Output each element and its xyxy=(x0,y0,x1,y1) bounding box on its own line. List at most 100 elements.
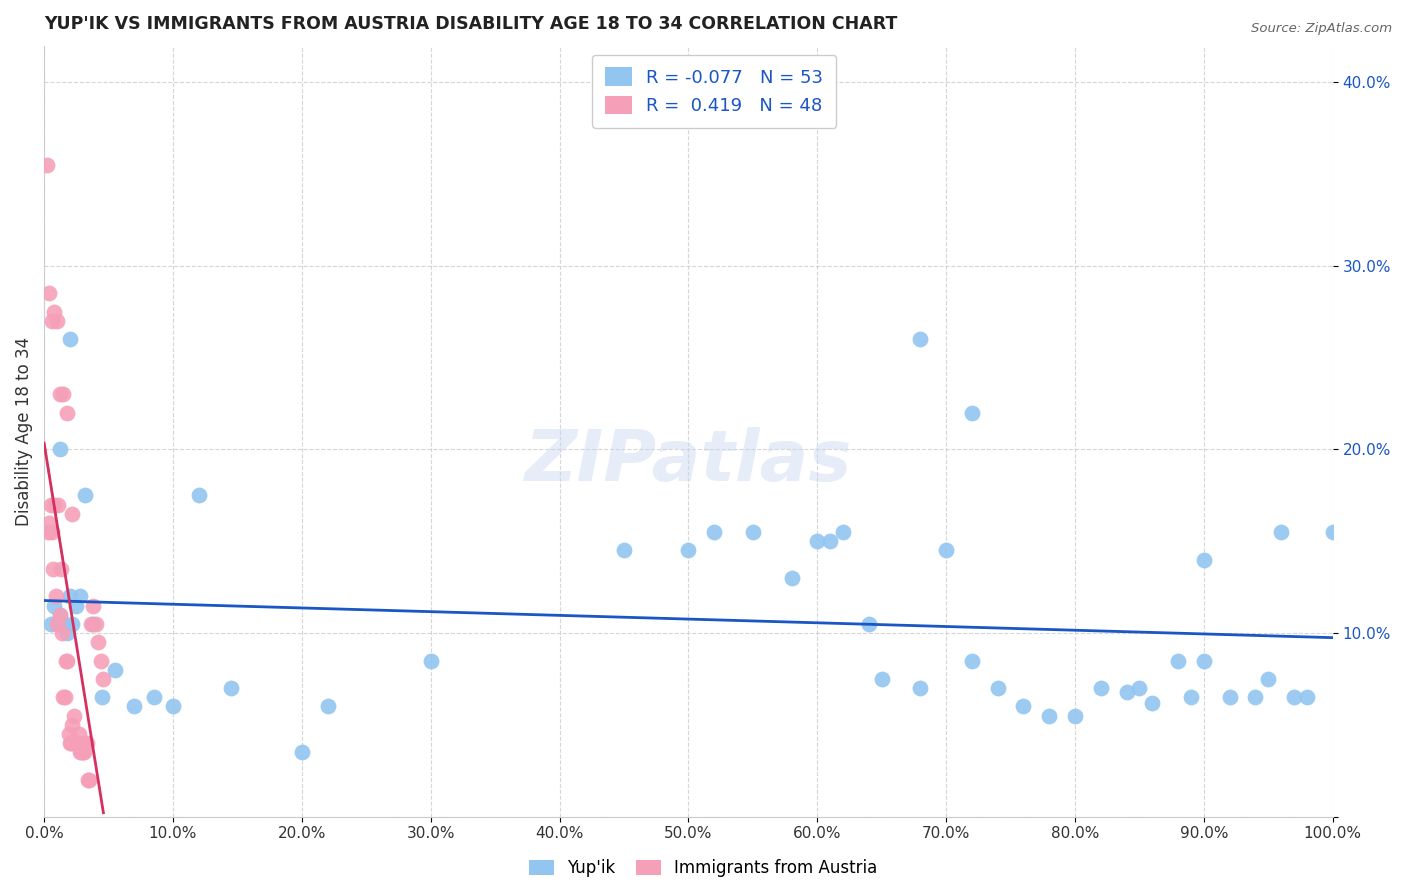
Point xyxy=(45,590,67,604)
Point xyxy=(39,498,62,512)
Point xyxy=(59,332,82,346)
Point xyxy=(38,516,60,530)
Point xyxy=(37,525,59,540)
Point xyxy=(62,507,84,521)
Point xyxy=(48,387,70,401)
Point xyxy=(613,543,636,558)
Point xyxy=(1090,681,1112,695)
Point xyxy=(82,616,104,631)
Point xyxy=(1219,690,1241,705)
Point xyxy=(41,314,63,328)
Point xyxy=(48,607,70,622)
Point xyxy=(1270,525,1292,540)
Point xyxy=(741,525,763,540)
Point xyxy=(960,654,983,668)
Point xyxy=(48,442,70,457)
Legend: Yup'ik, Immigrants from Austria: Yup'ik, Immigrants from Austria xyxy=(522,853,884,884)
Point xyxy=(910,332,932,346)
Point xyxy=(38,286,60,301)
Point xyxy=(39,616,62,631)
Point xyxy=(75,488,97,502)
Point xyxy=(1257,672,1279,686)
Point xyxy=(1244,690,1267,705)
Point xyxy=(1167,654,1189,668)
Point xyxy=(44,599,66,613)
Point xyxy=(73,745,96,759)
Point xyxy=(51,626,73,640)
Point xyxy=(69,745,91,759)
Point xyxy=(62,616,84,631)
Point xyxy=(59,736,82,750)
Point xyxy=(1142,696,1164,710)
Point xyxy=(678,543,700,558)
Point xyxy=(35,158,58,172)
Point xyxy=(1038,708,1060,723)
Point xyxy=(46,616,69,631)
Point xyxy=(65,599,87,613)
Point xyxy=(104,663,127,677)
Point xyxy=(66,736,89,750)
Point xyxy=(780,571,803,585)
Point xyxy=(52,387,75,401)
Point xyxy=(87,635,110,649)
Point xyxy=(142,690,165,705)
Point xyxy=(46,616,69,631)
Point xyxy=(65,736,87,750)
Point xyxy=(77,772,100,787)
Point xyxy=(219,681,242,695)
Point xyxy=(1192,654,1215,668)
Point xyxy=(291,745,314,759)
Point xyxy=(56,654,79,668)
Point xyxy=(1064,708,1087,723)
Point xyxy=(1012,699,1035,714)
Point xyxy=(935,543,957,558)
Point xyxy=(1180,690,1202,705)
Point xyxy=(53,690,76,705)
Point xyxy=(818,534,841,549)
Text: Source: ZipAtlas.com: Source: ZipAtlas.com xyxy=(1251,22,1392,36)
Point xyxy=(1115,685,1137,699)
Point xyxy=(76,736,98,750)
Point xyxy=(910,681,932,695)
Point xyxy=(55,654,77,668)
Point xyxy=(82,599,104,613)
Point xyxy=(1282,690,1305,705)
Point xyxy=(46,314,69,328)
Point xyxy=(49,562,72,576)
Point xyxy=(72,745,94,759)
Point xyxy=(67,727,90,741)
Point xyxy=(52,616,75,631)
Point xyxy=(44,305,66,319)
Point xyxy=(806,534,828,549)
Point xyxy=(960,406,983,420)
Y-axis label: Disability Age 18 to 34: Disability Age 18 to 34 xyxy=(15,336,32,525)
Point xyxy=(1296,690,1319,705)
Point xyxy=(41,525,63,540)
Point xyxy=(124,699,146,714)
Point xyxy=(70,745,93,759)
Point xyxy=(59,590,82,604)
Point xyxy=(46,498,69,512)
Point xyxy=(90,654,112,668)
Point xyxy=(93,672,115,686)
Point xyxy=(77,772,100,787)
Text: ZIPatlas: ZIPatlas xyxy=(524,427,852,497)
Point xyxy=(870,672,893,686)
Point xyxy=(1192,552,1215,566)
Point xyxy=(60,736,83,750)
Point xyxy=(62,718,84,732)
Point xyxy=(44,498,66,512)
Point xyxy=(162,699,184,714)
Point xyxy=(987,681,1010,695)
Point xyxy=(69,590,91,604)
Point xyxy=(56,406,79,420)
Legend: R = -0.077   N = 53, R =  0.419   N = 48: R = -0.077 N = 53, R = 0.419 N = 48 xyxy=(592,54,837,128)
Point xyxy=(75,736,97,750)
Point xyxy=(42,562,65,576)
Point xyxy=(1128,681,1150,695)
Point xyxy=(79,616,101,631)
Text: YUP'IK VS IMMIGRANTS FROM AUSTRIA DISABILITY AGE 18 TO 34 CORRELATION CHART: YUP'IK VS IMMIGRANTS FROM AUSTRIA DISABI… xyxy=(44,15,897,33)
Point xyxy=(58,727,80,741)
Point xyxy=(419,654,441,668)
Point xyxy=(832,525,855,540)
